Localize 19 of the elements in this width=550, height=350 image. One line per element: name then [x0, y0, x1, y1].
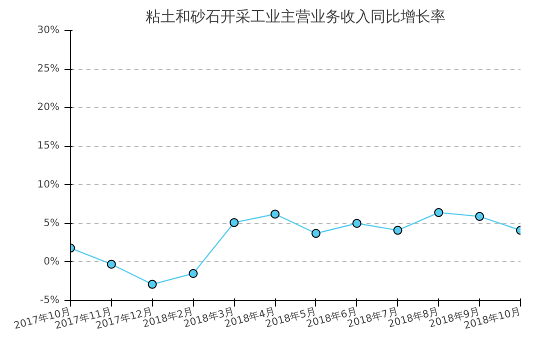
point [148, 280, 157, 289]
y-tick-label: 0% [44, 256, 60, 268]
point [270, 210, 280, 219]
point [188, 269, 198, 278]
chart-title: 粘土和砂石开采工业主营业务收入同比增长率 [146, 8, 446, 26]
point [106, 260, 116, 269]
point [434, 208, 444, 218]
point [475, 212, 484, 221]
y-tick-label: 15% [37, 140, 60, 152]
y-tick-label: 25% [37, 64, 60, 75]
point [230, 218, 239, 228]
y-tick-label: 20% [37, 102, 60, 114]
y-tick-label: 30% [37, 25, 60, 36]
y-tick-label: 5% [44, 218, 60, 229]
y-tick-label: 10% [37, 179, 60, 190]
point [311, 228, 320, 238]
point [352, 218, 362, 228]
point [393, 226, 402, 235]
y-tick-label: -5% [40, 295, 60, 306]
